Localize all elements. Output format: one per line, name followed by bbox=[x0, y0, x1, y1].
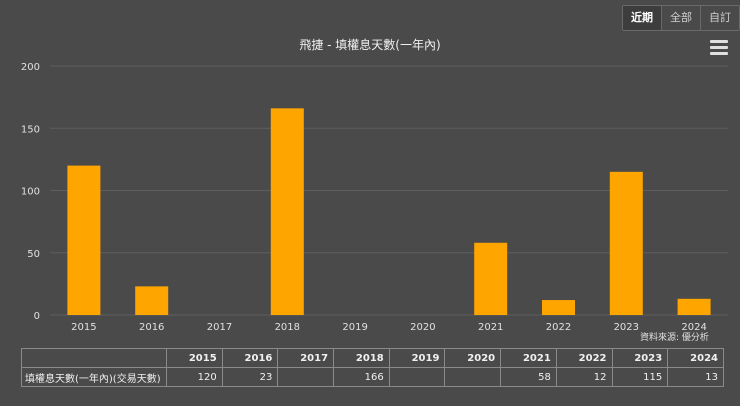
x-tick-label: 2016 bbox=[139, 322, 164, 333]
table-header-cell: 2019 bbox=[388, 348, 446, 368]
x-tick-label: 2023 bbox=[614, 322, 639, 333]
table-header-cell: 2015 bbox=[166, 348, 223, 368]
table-cell bbox=[277, 367, 335, 387]
x-tick-label: 2018 bbox=[275, 322, 300, 333]
table-cell: 120 bbox=[166, 367, 223, 387]
data-table: 2015 2016 2017 2018 2019 2020 2021 2022 … bbox=[21, 348, 724, 387]
table-header-cell: 2023 bbox=[611, 348, 669, 368]
table-header-row: 2015 2016 2017 2018 2019 2020 2021 2022 … bbox=[21, 348, 724, 368]
bar-2016[interactable] bbox=[135, 286, 169, 315]
table-header-cell: 2018 bbox=[333, 348, 390, 368]
range-button-custom[interactable]: 自訂 bbox=[709, 11, 731, 24]
data-source-credit: 資料來源: 優分析 bbox=[640, 333, 709, 343]
x-tick-label: 2015 bbox=[71, 322, 96, 333]
y-tick-label: 100 bbox=[21, 187, 40, 198]
table-cell: 115 bbox=[611, 367, 669, 387]
x-tick-label: 2017 bbox=[207, 322, 232, 333]
table-header-cell: 2024 bbox=[667, 348, 724, 368]
range-button-recent[interactable]: 近期 bbox=[623, 6, 662, 30]
range-button-all[interactable]: 全部 bbox=[662, 6, 701, 30]
table-cell: 166 bbox=[333, 367, 390, 387]
table-cell bbox=[388, 367, 446, 387]
x-axis-labels: 2015 2016 2017 2018 2019 2020 2021 2022 2023 2024 bbox=[71, 322, 707, 333]
bar-2024[interactable] bbox=[677, 298, 711, 315]
bar-2015[interactable] bbox=[67, 165, 101, 315]
range-selector: 近期 全部 自訂 bbox=[622, 5, 740, 31]
table-header-cell: 2021 bbox=[500, 348, 557, 368]
y-axis-labels: 0 50 100 150 200 bbox=[21, 62, 40, 322]
table-header-cell: 2017 bbox=[277, 348, 335, 368]
bar-2021[interactable] bbox=[474, 242, 508, 315]
table-cell: 23 bbox=[221, 367, 279, 387]
table-cell bbox=[444, 367, 502, 387]
bar-chart: 2015 2016 2017 2018 2019 2020 2021 2022 2023 2024… bbox=[21, 62, 728, 333]
y-tick-label: 150 bbox=[21, 124, 40, 135]
chart-title: 飛捷 - 填權息天數(一年內) bbox=[299, 38, 441, 52]
bar-2018[interactable] bbox=[270, 108, 304, 315]
table-row: 填權息天數(一年內)(交易天數) 120 23 166 58 12 115 13 bbox=[21, 367, 724, 387]
bar-2023[interactable] bbox=[609, 171, 643, 315]
hamburger-menu-icon[interactable] bbox=[710, 40, 728, 56]
table-header-cell: 2022 bbox=[555, 348, 613, 368]
y-tick-label: 200 bbox=[21, 62, 40, 73]
table-cell: 12 bbox=[555, 367, 613, 387]
x-tick-label: 2024 bbox=[681, 322, 706, 333]
y-tick-label: 0 bbox=[34, 311, 40, 322]
x-tick-label: 2022 bbox=[546, 322, 571, 333]
x-tick-label: 2019 bbox=[342, 322, 367, 333]
bar-2022[interactable] bbox=[542, 300, 575, 315]
table-corner-cell bbox=[21, 348, 167, 368]
x-tick-label: 2021 bbox=[478, 322, 503, 333]
table-cell: 13 bbox=[667, 367, 724, 387]
table-header-cell: 2020 bbox=[444, 348, 502, 368]
table-cell: 58 bbox=[500, 367, 557, 387]
table-row-label: 填權息天數(一年內)(交易天數) bbox=[21, 367, 167, 387]
table-header-cell: 2016 bbox=[221, 348, 279, 368]
y-tick-label: 50 bbox=[27, 249, 40, 260]
x-tick-label: 2020 bbox=[410, 322, 435, 333]
bars bbox=[67, 108, 711, 315]
